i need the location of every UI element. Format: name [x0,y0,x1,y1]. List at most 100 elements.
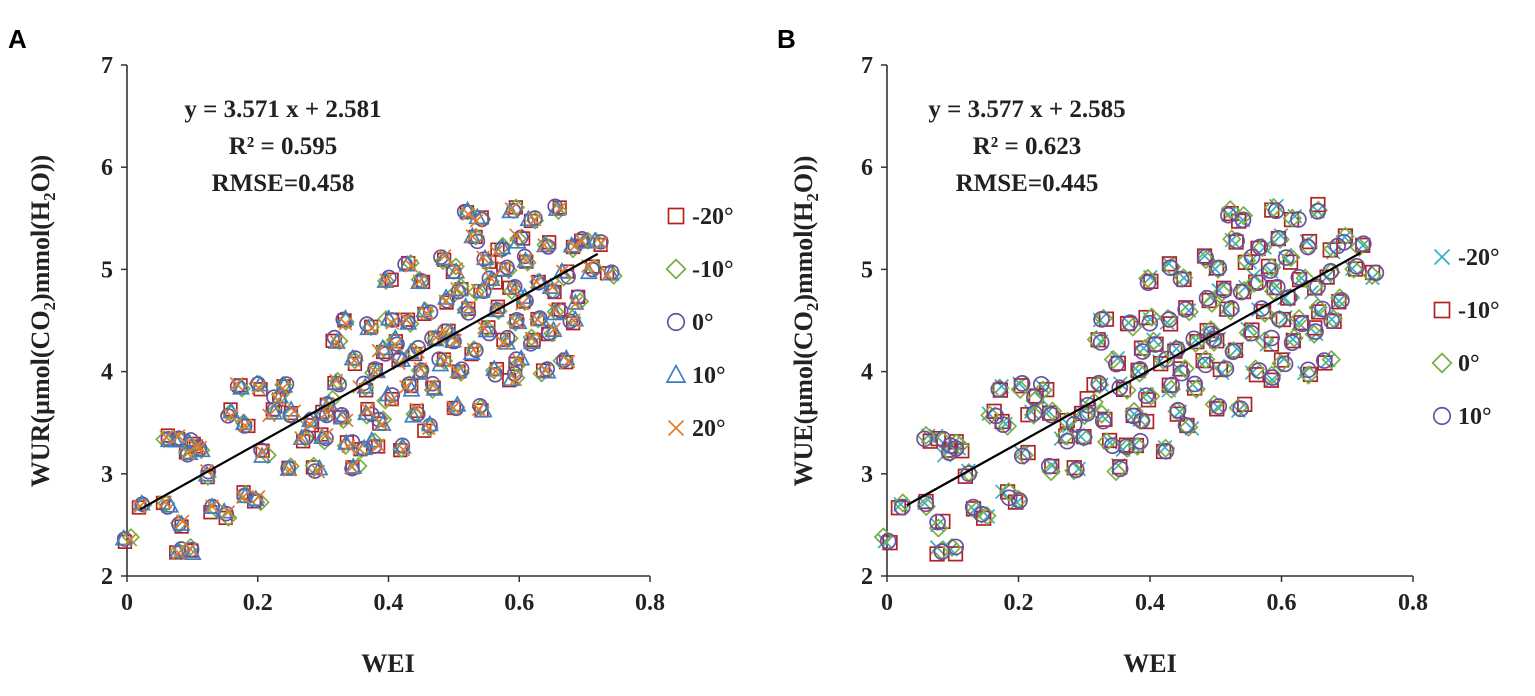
data-point [183,543,202,560]
y-tick-label: 4 [101,360,113,386]
data-point [133,499,147,514]
data-point [1117,438,1137,458]
data-point [359,316,375,332]
data-point [1253,300,1271,317]
legend-marker [665,258,687,280]
data-point [1269,309,1290,330]
data-point [477,320,491,335]
data-point [509,315,524,330]
data-point [1220,206,1237,224]
data-point [362,430,381,448]
data-point [1331,294,1347,310]
data-point [344,457,363,474]
data-point [1289,308,1309,329]
data-point [1220,301,1241,321]
data-point [502,281,521,301]
data-point [532,309,551,327]
legend-marker [1433,248,1451,266]
data-point [545,280,560,295]
data-point [282,400,301,417]
data-point [489,245,503,259]
data-point [1299,361,1317,379]
data-point [262,408,276,423]
legend-marker [1433,301,1451,319]
legend-marker [1432,406,1452,426]
data-point [1263,336,1280,352]
data-point [1244,273,1265,293]
data-point [973,505,991,523]
data-point [500,329,519,348]
data-point [1000,489,1018,507]
data-point [183,541,198,556]
data-point [574,234,589,248]
data-point [1111,379,1129,397]
data-point [1232,283,1250,301]
data-point [893,493,913,513]
data-point [1090,374,1108,392]
data-point [435,248,454,266]
data-point [1261,262,1279,279]
data-point [412,274,427,289]
data-point [1137,387,1155,405]
data-point [1222,229,1242,249]
data-point [1233,205,1254,226]
data-point [271,392,285,407]
data-point [980,405,1000,425]
data-point [1160,311,1178,328]
data-point [1333,292,1350,309]
data-point [1042,406,1060,424]
data-point [1315,352,1333,369]
x-tick-label: 0.4 [374,590,404,616]
data-point [1290,268,1308,286]
data-point [1283,334,1301,352]
data-point [995,484,1010,500]
data-point [232,378,251,395]
data-point [205,499,219,514]
data-point [566,293,585,310]
data-point [547,322,561,337]
y-tick-label: 6 [101,155,113,181]
data-point [238,418,253,433]
data-point [508,372,523,387]
data-point [516,251,535,268]
data-point [425,378,440,393]
data-point [329,373,344,388]
data-point [1232,400,1250,418]
data-point [1146,336,1164,353]
data-point [1055,425,1075,446]
data-point [1218,301,1233,317]
data-point [1106,461,1126,482]
data-point [1215,281,1233,299]
data-point [384,312,401,328]
data-point [193,440,208,455]
data-point [1237,396,1253,412]
data-point [469,233,486,250]
data-point [275,381,290,396]
data-point [437,249,452,263]
data-point [424,375,441,392]
y-tick-label: 5 [101,257,113,283]
data-point [526,211,545,230]
data-point [519,253,533,267]
data-point [175,514,190,529]
data-point [1255,331,1275,351]
data-point [451,277,470,296]
data-point [326,373,345,390]
data-point [504,201,519,216]
data-point [463,226,482,244]
data-point [527,212,542,227]
data-point [1250,362,1268,379]
panel-a-x-title: WEI [361,649,414,678]
data-point [916,430,933,448]
data-point [1123,317,1143,337]
data-point [376,271,396,291]
data-point [494,241,511,257]
data-point [338,316,353,331]
data-point [476,250,490,265]
panel-b-legend: -20° -10° 0° 10° [1431,245,1500,430]
panel-a-letter: A [8,24,27,54]
data-point [1202,293,1222,314]
data-point [421,421,436,436]
data-point [1222,300,1240,317]
